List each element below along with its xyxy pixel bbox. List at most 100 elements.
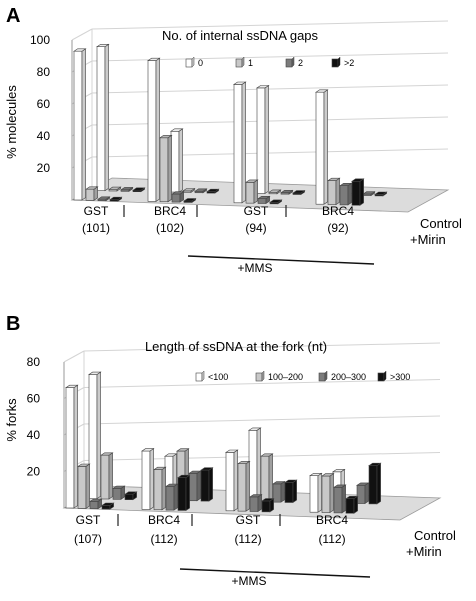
- legend-label: 0: [198, 58, 203, 68]
- bar: [89, 498, 103, 510]
- bar-front: [77, 466, 87, 509]
- bar-front: [96, 46, 106, 191]
- bar-side: [233, 449, 238, 512]
- depth-label: +Mirin: [410, 232, 446, 247]
- mms-bracket: [187, 255, 375, 265]
- mms-label: +MMS: [231, 574, 266, 588]
- panel-b: 20 40 60 80 B Length of ssDNA at the fork (nt…: [4, 313, 456, 588]
- bar: [257, 195, 271, 205]
- depth-label: Control: [414, 528, 456, 543]
- bar-side: [178, 128, 183, 193]
- bar-top: [101, 502, 115, 506]
- bar-side: [323, 89, 328, 205]
- bar-top: [165, 483, 179, 487]
- bar-front: [171, 193, 181, 203]
- bar-side: [149, 448, 154, 510]
- bar: [333, 484, 347, 514]
- bar-front: [159, 137, 169, 203]
- legend-label: 200–300: [331, 372, 366, 382]
- bar-side: [81, 48, 86, 201]
- bar-top: [292, 190, 306, 194]
- bar-side: [264, 84, 269, 195]
- bar: [260, 453, 274, 503]
- legend-swatch-side: [383, 370, 387, 382]
- bar-side: [155, 57, 160, 202]
- bar-front: [65, 387, 75, 509]
- legend-swatch: [377, 372, 385, 382]
- bar-top: [85, 186, 99, 190]
- legend: 0 1 2 >2: [185, 56, 354, 68]
- bar: [225, 449, 239, 512]
- bar-top: [100, 452, 114, 456]
- group-label: GST: [236, 513, 261, 527]
- bar: [237, 460, 251, 512]
- bar-side: [196, 470, 201, 502]
- bar-front: [141, 450, 151, 510]
- bar-top: [73, 48, 87, 52]
- bar: [249, 493, 263, 513]
- bar-front: [309, 475, 319, 513]
- legend-label: >2: [344, 58, 354, 68]
- bar-top: [132, 187, 146, 191]
- bar-front: [124, 493, 134, 501]
- bar-side: [353, 495, 358, 514]
- bar-top: [344, 495, 359, 499]
- bar-top: [194, 188, 208, 192]
- bar-top: [374, 191, 388, 195]
- group-count: (107): [74, 532, 102, 546]
- bar-side: [280, 480, 285, 503]
- bar: [268, 189, 282, 195]
- bar: [112, 485, 126, 500]
- panel-letter: B: [6, 313, 20, 335]
- bar-front: [345, 498, 355, 514]
- bar-front: [272, 483, 282, 503]
- bar-front: [89, 501, 99, 509]
- group-label: BRC4: [154, 204, 186, 218]
- bar: [65, 384, 79, 509]
- bar: [362, 191, 376, 197]
- bar-top: [351, 178, 365, 182]
- bar: [132, 187, 146, 193]
- bar-top: [65, 384, 79, 388]
- legend-label: <100: [208, 372, 228, 382]
- legend-swatch: [255, 372, 263, 382]
- group-count: (112): [150, 532, 177, 546]
- bar: [292, 190, 306, 196]
- bar-top: [362, 191, 376, 195]
- bar-side: [347, 182, 352, 206]
- bar: [351, 178, 365, 206]
- bar: [261, 497, 275, 513]
- bar: [272, 480, 286, 503]
- bar-front: [165, 486, 175, 511]
- gridline: [91, 148, 449, 158]
- group-count: (92): [327, 221, 348, 235]
- bar-front: [327, 180, 337, 205]
- legend-swatch: [331, 58, 339, 68]
- bar-front: [248, 429, 258, 502]
- bar-front: [170, 130, 180, 193]
- bar: [109, 196, 123, 202]
- bar-side: [253, 179, 258, 204]
- legend-swatch-side: [241, 56, 245, 68]
- bar-front: [147, 60, 157, 202]
- bar-top: [171, 191, 185, 195]
- legend: <100 100–200 200–300 >300: [195, 370, 410, 382]
- y-axis-label: % molecules: [4, 85, 19, 159]
- bar-top: [327, 177, 341, 181]
- bar-front: [153, 469, 163, 511]
- bar-top: [164, 453, 178, 457]
- bar-front: [100, 454, 110, 500]
- bar-top: [120, 187, 134, 191]
- bar-top: [368, 462, 382, 466]
- bar: [188, 470, 202, 502]
- bar: [100, 452, 114, 500]
- bar-side: [335, 177, 340, 206]
- bar-side: [96, 371, 101, 500]
- legend-swatch-side: [337, 56, 341, 68]
- bar-front: [351, 180, 361, 206]
- bar-top: [188, 470, 202, 474]
- gridline-side: [63, 350, 85, 363]
- bar-top: [332, 469, 346, 473]
- bar: [147, 57, 161, 202]
